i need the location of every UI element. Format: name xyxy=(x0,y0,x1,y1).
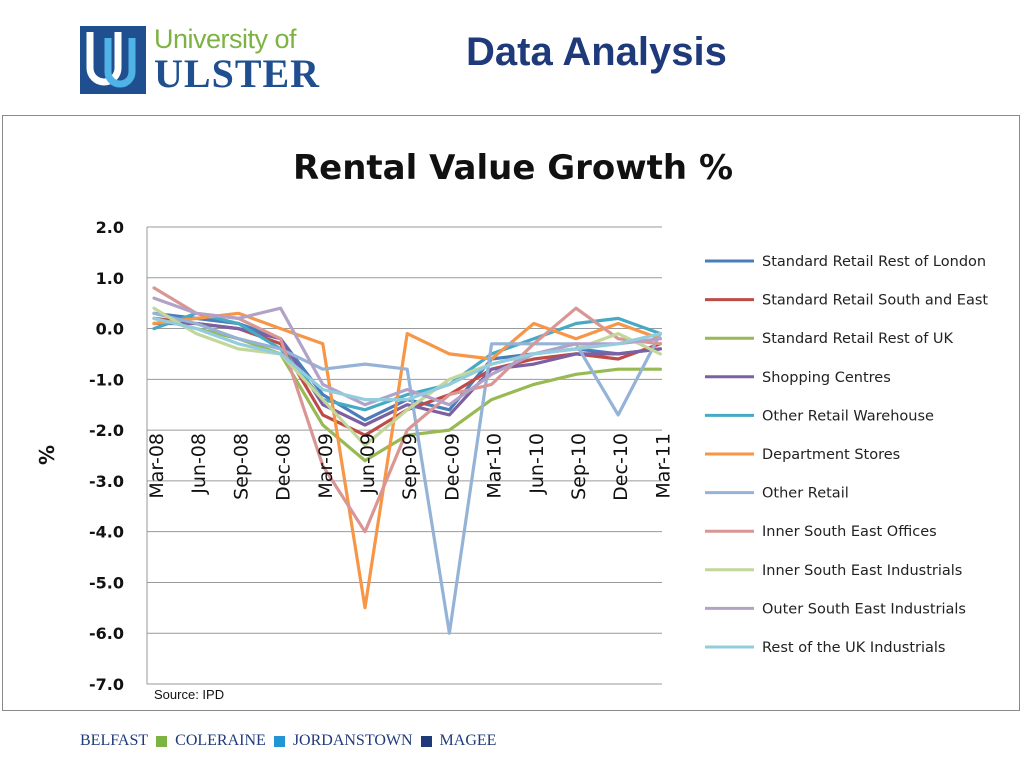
y-tick-label: -4.0 xyxy=(89,523,124,542)
x-tick-label: Jun-10 xyxy=(526,433,548,495)
x-tick-label: Jun-09 xyxy=(357,433,379,495)
legend-label: Other Retail xyxy=(762,486,849,502)
y-tick-label: -5.0 xyxy=(89,573,124,592)
x-tick-label: Dec-08 xyxy=(273,433,295,501)
series-line-4 xyxy=(152,321,663,427)
legend-label: Outer South East Industrials xyxy=(762,601,966,617)
y-tick-label: 1.0 xyxy=(96,269,124,288)
x-tick-label: Mar-08 xyxy=(146,433,168,499)
x-tick-label: Dec-09 xyxy=(441,433,463,501)
x-tick-label: Mar-10 xyxy=(484,433,506,499)
legend-label: Standard Retail Rest of UK xyxy=(762,331,954,347)
page-title: Data Analysis xyxy=(466,30,727,74)
y-tick-label: -3.0 xyxy=(89,472,124,491)
x-tick-label: Sep-08 xyxy=(230,433,252,500)
logo-university-text: University of xyxy=(154,24,297,54)
series-line-10 xyxy=(152,296,663,407)
campus-coleraine: COLERAINE xyxy=(175,732,266,749)
chart-title: Rental Value Growth % xyxy=(293,148,733,188)
footer-campus-list: BELFAST COLERAINE JORDANSTOWN MAGEE xyxy=(80,730,496,752)
y-tick-labels: 2.0 1.0 0.0 -1.0 -2.0 -3.0 -4.0 -5.0 -6.0 -7.0 xyxy=(89,218,124,694)
x-tick-label: Sep-09 xyxy=(399,433,421,500)
source-note: Source: IPD xyxy=(154,687,224,702)
x-tick-label: Jun-08 xyxy=(188,433,210,495)
y-tick-label: -2.0 xyxy=(89,421,124,440)
green-square-icon xyxy=(156,735,168,747)
legend-label: Rest of the UK Industrials xyxy=(762,640,945,656)
logo-ulster-text: ULSTER xyxy=(154,51,321,96)
legend-label: Department Stores xyxy=(762,447,900,463)
university-logo: University of ULSTER xyxy=(80,24,320,96)
x-tick-label: Mar-11 xyxy=(652,433,674,499)
blue-square-icon xyxy=(273,735,285,747)
x-tick-labels: Mar-08 Jun-08 Sep-08 Dec-08 Mar-09 Jun-09 Sep-… xyxy=(146,433,674,501)
x-tick-label: Sep-10 xyxy=(568,433,590,500)
ulster-logo-mark-icon xyxy=(80,26,146,94)
series-line-11 xyxy=(152,316,663,402)
y-axis-label: % xyxy=(35,445,59,465)
legend: Standard Retail Rest of London Standard R… xyxy=(705,254,988,656)
legend-label: Shopping Centres xyxy=(762,370,891,386)
campus-jordanstown: JORDANSTOWN xyxy=(292,732,413,749)
y-tick-label: -6.0 xyxy=(89,624,124,643)
legend-label: Inner South East Offices xyxy=(762,524,937,540)
campus-magee: MAGEE xyxy=(439,732,497,749)
series-line-5 xyxy=(152,311,663,412)
series-line-6 xyxy=(152,311,663,610)
y-tick-label: 2.0 xyxy=(96,218,124,237)
legend-label: Standard Retail Rest of London xyxy=(762,254,986,270)
series-lines xyxy=(152,286,663,635)
y-tick-label: -1.0 xyxy=(89,370,124,389)
y-tick-label: -7.0 xyxy=(89,675,124,694)
y-tick-label: 0.0 xyxy=(96,320,124,339)
chart-frame xyxy=(2,115,1020,711)
x-tick-label: Dec-10 xyxy=(610,433,632,501)
legend-label: Standard Retail South and East xyxy=(762,293,988,309)
x-tick-label: Mar-09 xyxy=(315,433,337,499)
legend-label: Inner South East Industrials xyxy=(762,563,962,579)
navy-square-icon xyxy=(420,735,432,747)
campus-belfast: BELFAST xyxy=(80,732,149,749)
rental-value-growth-chart: Rental Value Growth % % 2.0 1.0 0.0 -1.0 -2.… xyxy=(35,148,988,702)
legend-label: Other Retail Warehouse xyxy=(762,408,934,424)
